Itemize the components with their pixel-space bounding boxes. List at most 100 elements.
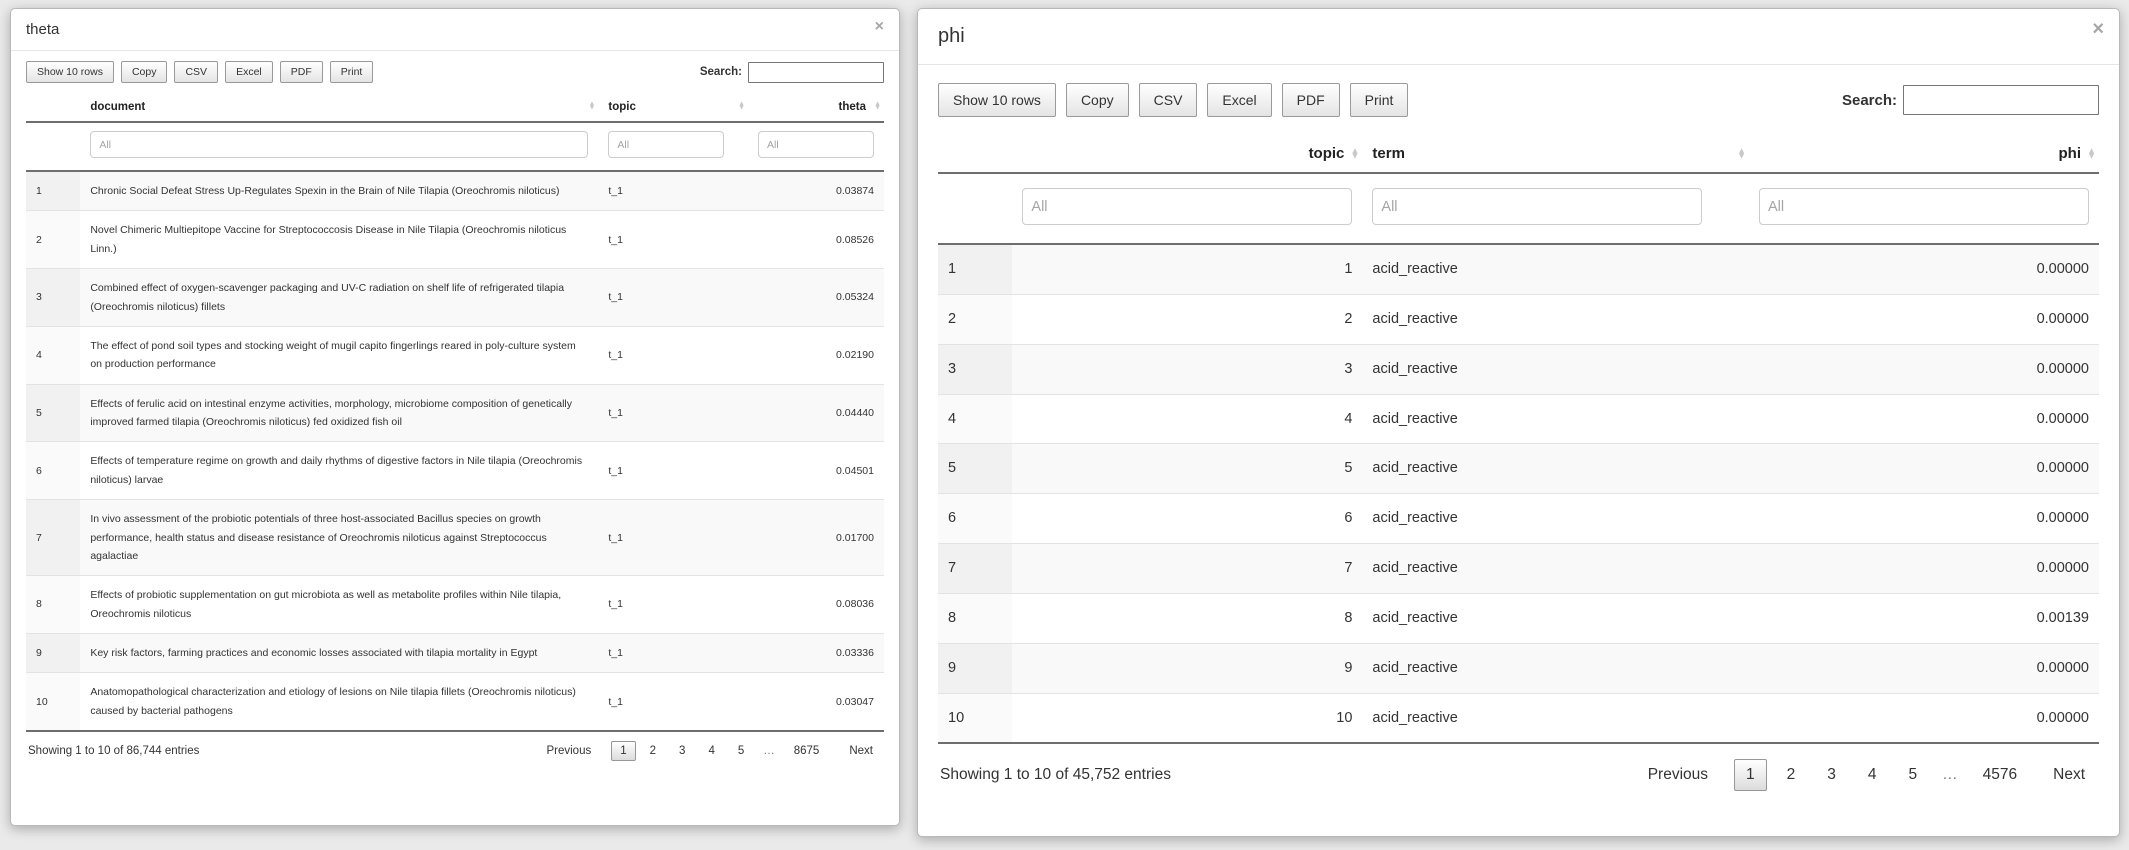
excel-button[interactable]: Excel: [1207, 83, 1272, 117]
filter-input-topic[interactable]: [608, 131, 725, 158]
cell-term: acid_reactive: [1362, 293, 1749, 345]
row-number: 9: [26, 632, 81, 673]
cell-term: acid_reactive: [1362, 493, 1749, 544]
cell-phi: 0.00000: [1749, 543, 2099, 594]
cell-topic: t_1: [598, 268, 748, 327]
pagination-page-3[interactable]: 3: [1827, 766, 1836, 784]
table-row: 1 Chronic Social Defeat Stress Up-Regulat…: [26, 171, 884, 211]
modal-title: theta: [26, 21, 60, 38]
pagination: Previous 1 2 3 4 5 … 8675 Next: [532, 741, 882, 762]
cell-theta: 0.03336: [748, 632, 884, 673]
table-row: 7 7 acid_reactive 0.00000: [938, 543, 2099, 594]
cell-topic: t_1: [598, 383, 748, 442]
table-row: 6 6 acid_reactive 0.00000: [938, 493, 2099, 544]
cell-theta: 0.03047: [748, 672, 884, 732]
filter-cell: [598, 122, 748, 172]
table-row: 3 3 acid_reactive 0.00000: [938, 343, 2099, 395]
pagination-page-2[interactable]: 2: [1786, 766, 1796, 784]
close-icon[interactable]: ×: [2092, 18, 2104, 40]
copy-button[interactable]: Copy: [1065, 83, 1129, 117]
search-label: Search:: [1841, 91, 1897, 109]
cell-document: The effect of pond soil types and stocki…: [80, 325, 599, 385]
filter-input-topic[interactable]: [1022, 188, 1353, 225]
pagination-page-4[interactable]: 4: [708, 745, 715, 758]
sort-icon: ▲ ▼: [2087, 144, 2096, 161]
column-header-theta[interactable]: theta ▲ ▼: [748, 93, 884, 123]
pagination-page-current[interactable]: 1: [611, 741, 636, 762]
print-button[interactable]: Print: [329, 61, 374, 83]
table-row: 4 The effect of pond soil types and stock…: [26, 325, 884, 385]
pagination-page-5[interactable]: 5: [737, 745, 745, 758]
column-header-topic[interactable]: topic ▲ ▼: [598, 93, 748, 123]
filter-input-phi[interactable]: [1759, 188, 2089, 225]
pagination-ellipsis: …: [763, 745, 775, 758]
filter-input-document[interactable]: [90, 131, 589, 158]
cell-term: acid_reactive: [1362, 592, 1749, 644]
cell-theta: 0.02190: [748, 325, 884, 385]
row-number: 10: [26, 672, 81, 732]
csv-button[interactable]: CSV: [1138, 83, 1198, 117]
cell-theta: 0.04440: [748, 383, 884, 442]
row-number: 6: [938, 493, 1013, 544]
cell-term: acid_reactive: [1362, 543, 1749, 594]
search-control: Search:: [1842, 85, 2099, 115]
cell-document: Combined effect of oxygen-scavenger pack…: [80, 268, 599, 327]
filter-cell: [80, 122, 599, 172]
filter-cell: [1012, 173, 1363, 245]
row-number: 4: [938, 393, 1013, 444]
table-row: 3 Combined effect of oxygen-scavenger pac…: [26, 268, 884, 327]
filter-input-term[interactable]: [1372, 188, 1703, 225]
filter-input-theta[interactable]: [758, 131, 874, 158]
pagination-page-8675[interactable]: 8675: [793, 745, 820, 758]
show-10-rows-button[interactable]: Show 10 rows: [938, 83, 1056, 117]
row-number: 7: [938, 543, 1013, 594]
excel-button[interactable]: Excel: [225, 61, 273, 83]
cell-document: In vivo assessment of the probiotic pote…: [80, 499, 599, 576]
cell-topic: 1: [1344, 261, 1353, 277]
cell-topic: 9: [1012, 642, 1363, 694]
column-header-label: document: [90, 101, 146, 113]
copy-button[interactable]: Copy: [120, 61, 168, 83]
pagination-page-2[interactable]: 2: [649, 745, 657, 758]
show-10-rows-button[interactable]: Show 10 rows: [26, 61, 114, 83]
row-number: 9: [938, 642, 1013, 694]
pagination-page-current[interactable]: 1: [1734, 759, 1767, 792]
print-button[interactable]: Print: [1349, 83, 1409, 117]
column-header-label: topic: [1308, 145, 1345, 162]
cell-theta: 0.05324: [748, 268, 884, 327]
pagination-previous[interactable]: Previous: [546, 745, 592, 758]
csv-button[interactable]: CSV: [174, 61, 219, 83]
column-header-term[interactable]: term ▲ ▼: [1362, 135, 1749, 174]
cell-term: acid_reactive: [1362, 692, 1749, 744]
cell-document: Novel Chimeric Multiepitope Vaccine for …: [80, 210, 599, 269]
pagination-page-3[interactable]: 3: [679, 745, 686, 758]
column-header-phi[interactable]: phi ▲ ▼: [1749, 135, 2099, 174]
search-input[interactable]: [748, 61, 884, 83]
cell-topic: 10: [1012, 692, 1363, 744]
cell-topic: 4: [1012, 393, 1363, 444]
pagination-page-4[interactable]: 4: [1867, 766, 1877, 784]
cell-theta: 0.08526: [748, 210, 884, 269]
table-row: 8 Effects of probiotic supplementation on…: [26, 575, 884, 634]
pdf-button[interactable]: PDF: [1281, 83, 1340, 117]
table-footer: Showing 1 to 10 of 45,752 entries Previo…: [938, 744, 2099, 792]
row-number: 1: [26, 171, 81, 211]
pagination-page-5[interactable]: 5: [1908, 766, 1918, 784]
pagination-page-4576[interactable]: 4576: [1982, 766, 2018, 784]
cell-phi: 0.00000: [1749, 393, 2099, 444]
cell-topic: 2: [1012, 293, 1363, 345]
column-header-document[interactable]: document ▲ ▼: [80, 93, 599, 123]
pagination-next[interactable]: Next: [2053, 766, 2085, 784]
theta-modal: theta × Show 10 rows Copy CSV Excel PDF Print…: [10, 8, 900, 826]
pdf-button[interactable]: PDF: [279, 61, 323, 83]
row-number: 2: [26, 210, 81, 269]
column-header-label: phi: [2058, 145, 2082, 162]
cell-topic: t_1: [598, 499, 748, 576]
pagination-next[interactable]: Next: [849, 745, 873, 758]
close-icon[interactable]: ×: [874, 18, 884, 35]
search-input[interactable]: [1903, 85, 2099, 115]
table-row: 2 Novel Chimeric Multiepitope Vaccine for…: [26, 210, 884, 269]
cell-term: acid_reactive: [1362, 642, 1749, 694]
column-header-topic[interactable]: topic ▲ ▼: [1012, 135, 1363, 174]
pagination-previous[interactable]: Previous: [1647, 766, 1709, 784]
